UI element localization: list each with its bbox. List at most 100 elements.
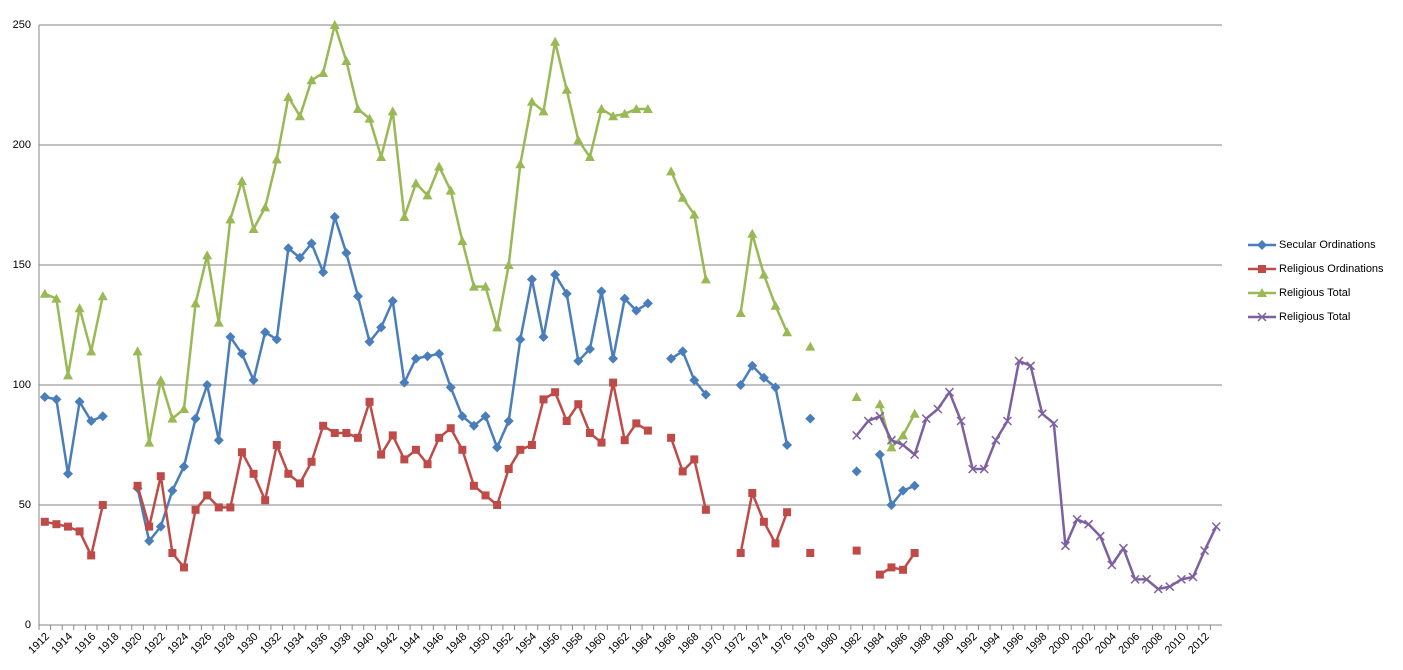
data-point [237,448,246,457]
data-point [898,485,909,496]
data-point [457,236,468,245]
data-point [191,505,200,514]
data-point [295,479,304,488]
data-point [690,455,699,464]
data-point [806,549,815,557]
data-point [87,551,96,560]
data-point [74,396,85,407]
data-point [561,288,572,299]
x-tick-label: 1954 [513,631,539,657]
data-point [225,214,236,224]
data-point [271,154,282,164]
legend-marker [1257,240,1267,250]
data-point [771,539,780,548]
data-point [236,176,247,185]
data-point [585,429,594,437]
data-point [597,438,606,447]
data-point [503,416,514,426]
data-point [1130,574,1140,584]
data-point [700,389,711,400]
data-point [539,395,548,404]
data-point [538,106,549,116]
data-point [1095,531,1105,541]
data-point [342,429,351,437]
x-tick-label: 1930 [235,631,261,657]
data-point [62,370,73,380]
data-point [167,485,178,496]
data-point [608,111,619,121]
x-tick-label: 1970 [699,631,725,657]
data-point [909,480,920,491]
data-point [551,388,560,397]
data-point [573,135,584,145]
data-point [886,442,897,452]
data-point [51,394,62,405]
legend-marker [1258,265,1266,273]
data-point [899,565,908,574]
x-tick-label: 1932 [258,631,284,657]
data-point [445,382,456,393]
data-point [561,84,572,94]
legend-label: Religious Total [1279,311,1350,323]
data-point [574,400,583,409]
data-point [642,298,653,309]
data-point [434,161,445,171]
x-tick-label: 1990 [931,631,957,657]
x-tick-label: 2000 [1047,631,1073,657]
data-point [956,416,966,426]
data-point [410,353,421,364]
data-point [352,291,363,302]
x-tick-label: 1958 [560,631,586,657]
x-tick-label: 1968 [676,631,702,657]
data-point [735,380,746,390]
x-tick-label: 1912 [26,631,52,657]
data-point [144,437,155,447]
data-point [248,224,259,233]
legend-label: Secular Ordinations [1279,239,1376,251]
data-point [596,104,607,113]
data-point [782,440,793,450]
data-point [179,563,188,572]
data-point [329,20,340,29]
data-point [178,404,189,413]
data-point [1107,560,1117,570]
data-point [735,308,746,317]
data-point [62,468,73,479]
data-point [667,433,676,442]
data-point [376,322,387,333]
data-point [387,296,398,306]
data-point [910,549,919,557]
data-point [132,346,143,356]
data-point [758,269,769,279]
data-point [492,442,503,453]
data-point [1118,543,1128,553]
data-point [1153,584,1163,594]
x-tick-label: 1980 [815,631,841,657]
data-point [155,521,166,532]
data-point [51,293,62,303]
x-tick-label: 1938 [328,631,354,657]
data-point [805,413,816,424]
data-point [736,549,745,557]
data-point [364,336,375,347]
data-point [666,353,677,364]
data-point [202,250,213,260]
data-point [469,481,478,490]
x-tick-label: 1918 [96,631,122,657]
series-line [44,23,916,449]
data-point [480,281,491,291]
data-point [226,503,235,512]
data-point [86,416,97,426]
series-line [44,381,916,576]
x-tick-label: 1924 [165,631,191,657]
legend-label: Religious Ordinations [1279,263,1384,275]
x-tick-label: 1950 [467,631,493,657]
x-tick-label: 1948 [444,631,470,657]
data-point [283,92,294,101]
data-point [1200,546,1210,556]
data-point [133,481,142,490]
x-tick-label: 1974 [745,631,771,657]
data-point [770,300,781,310]
data-point [863,416,873,426]
data-point [75,527,84,536]
